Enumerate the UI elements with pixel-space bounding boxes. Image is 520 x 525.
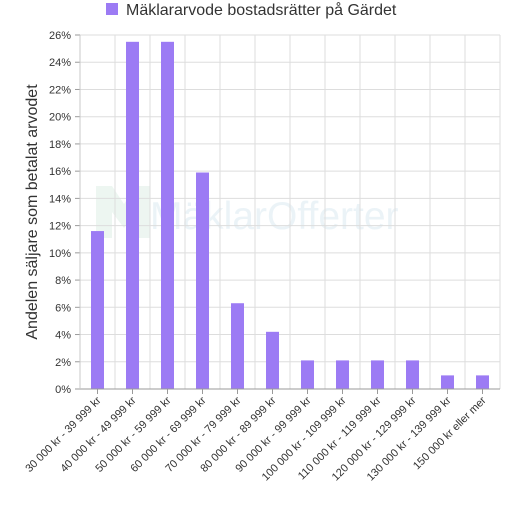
bar (371, 360, 384, 389)
y-tick-label: 2% (55, 357, 71, 369)
bar (161, 41, 174, 390)
bar (476, 375, 489, 389)
y-tick-label: 16% (49, 166, 71, 178)
y-tick-label: 26% (49, 30, 71, 42)
y-tick-label: 0% (55, 384, 71, 396)
y-tick-label: 10% (49, 248, 71, 260)
legend: Mäklararvode bostadsrätter på Gärdet (106, 1, 397, 19)
watermark-logo: MäklarOfferter (96, 186, 399, 238)
gridlines (79, 34, 501, 390)
bars (91, 41, 489, 390)
y-tick-label: 14% (49, 193, 71, 205)
legend-swatch (106, 3, 118, 15)
y-tick-label: 22% (49, 84, 71, 96)
bar (441, 375, 454, 389)
y-tick-label: 12% (49, 221, 71, 233)
bar (406, 360, 419, 389)
y-tick-label: 6% (55, 302, 71, 314)
y-axis-ticks: 0% 2% 4% 6% 8% 10% 12% 14% 16% 18% 20% 22% 24% 26% (49, 30, 80, 396)
y-tick-label: 18% (49, 139, 71, 151)
bar (301, 360, 314, 389)
y-tick-label: 20% (49, 112, 71, 124)
y-tick-label: 4% (55, 330, 71, 342)
legend-label: Mäklararvode bostadsrätter på Gärdet (126, 1, 397, 19)
bar (196, 172, 209, 389)
y-tick-label: 24% (49, 57, 71, 69)
y-tick-label: 8% (55, 275, 71, 287)
bar (266, 331, 279, 389)
watermark-text: MäklarOfferter (150, 195, 399, 238)
bar (231, 303, 244, 389)
bar (336, 360, 349, 389)
bar (91, 231, 104, 389)
bar (126, 41, 139, 390)
y-axis-label: Andelen säljare som betalat arvodet (24, 84, 41, 340)
